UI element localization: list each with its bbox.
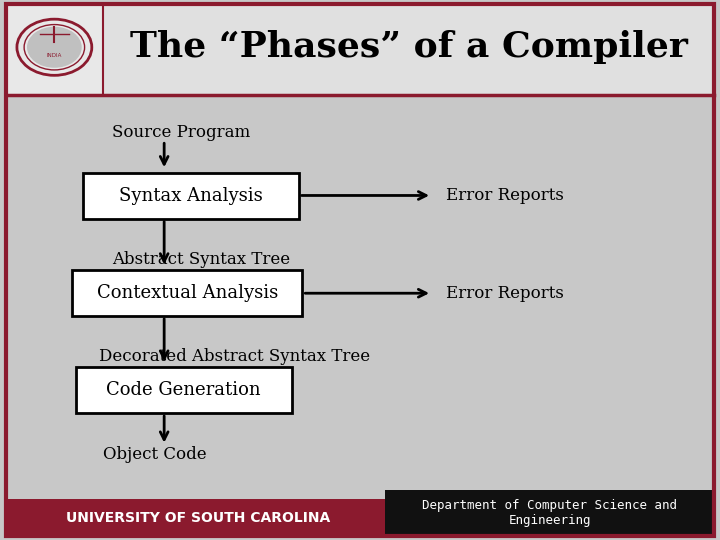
Text: Source Program: Source Program bbox=[112, 124, 250, 141]
Text: Contextual Analysis: Contextual Analysis bbox=[96, 284, 278, 302]
Circle shape bbox=[27, 26, 82, 68]
Text: Decorated Abstract Syntax Tree: Decorated Abstract Syntax Tree bbox=[99, 348, 371, 365]
Text: Error Reports: Error Reports bbox=[446, 187, 564, 204]
Text: INDIA: INDIA bbox=[47, 53, 62, 58]
Text: UNIVERSITY OF SOUTH CAROLINA: UNIVERSITY OF SOUTH CAROLINA bbox=[66, 511, 330, 524]
Text: Object Code: Object Code bbox=[103, 446, 207, 463]
Bar bbox=[6, 500, 391, 536]
Text: Syntax Analysis: Syntax Analysis bbox=[119, 187, 263, 205]
Bar bbox=[76, 367, 292, 413]
Bar bbox=[6, 4, 103, 94]
Bar bbox=[6, 4, 714, 94]
Text: Error Reports: Error Reports bbox=[446, 285, 564, 302]
Text: Department of Computer Science and
Engineering: Department of Computer Science and Engin… bbox=[422, 499, 678, 526]
Bar bbox=[83, 173, 299, 219]
Text: Abstract Syntax Tree: Abstract Syntax Tree bbox=[112, 251, 289, 268]
Text: The “Phases” of a Compiler: The “Phases” of a Compiler bbox=[130, 30, 688, 64]
Bar bbox=[72, 270, 302, 316]
Bar bbox=[385, 490, 714, 536]
Text: Code Generation: Code Generation bbox=[107, 381, 261, 399]
